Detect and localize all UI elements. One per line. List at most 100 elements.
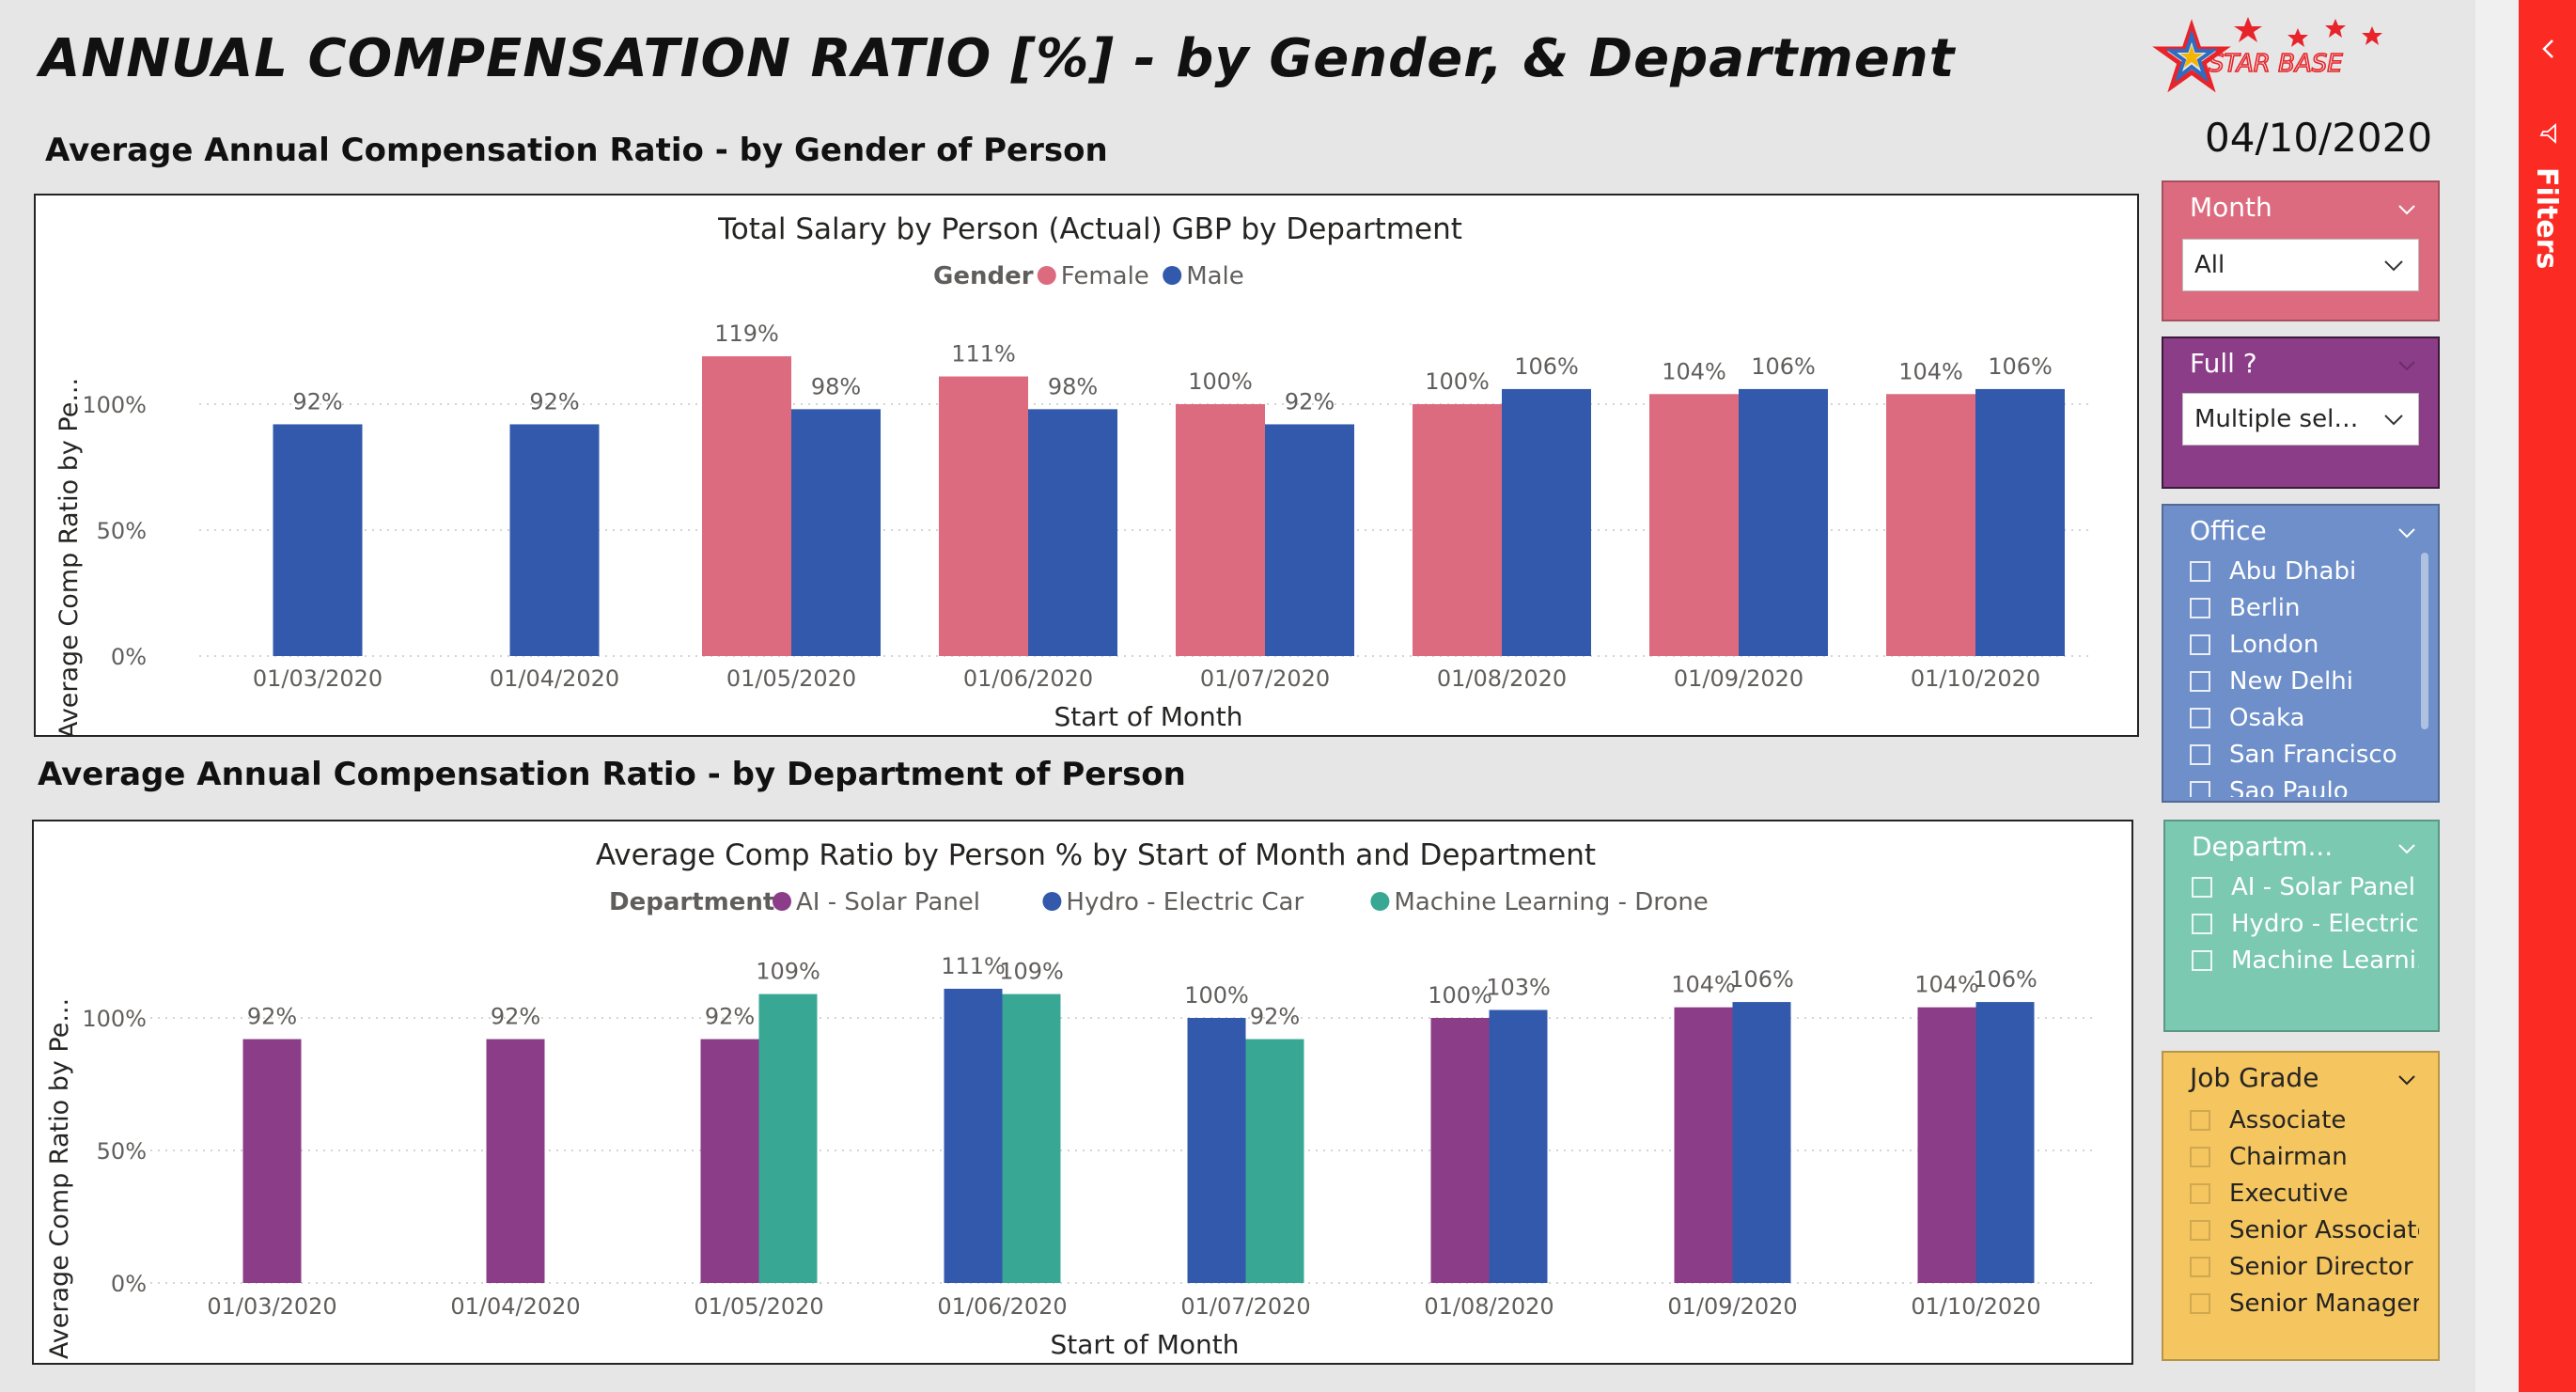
gender-chart-svg: Total Salary by Person (Actual) GBP by D…	[55, 212, 2094, 735]
chevron-down-icon[interactable]	[2396, 1070, 2417, 1090]
checkbox[interactable]	[2190, 633, 2210, 655]
checkbox[interactable]	[2190, 1182, 2210, 1204]
checkbox[interactable]	[2190, 1146, 2210, 1167]
chevron-down-icon[interactable]	[2396, 838, 2417, 859]
data-label: 109%	[756, 959, 820, 985]
department-slicer[interactable]: Departm... AI - Solar Panel Hydro - Elec…	[2163, 820, 2440, 1032]
department-chart[interactable]: Average Comp Ratio by Person % by Start …	[32, 820, 2133, 1365]
office-item[interactable]: Abu Dhabi	[2190, 553, 2419, 589]
x-tick-label: 01/06/2020	[963, 665, 1093, 692]
checkbox[interactable]	[2190, 707, 2210, 728]
data-label: 106%	[1973, 966, 2037, 993]
funnel-icon	[2539, 123, 2556, 144]
department-list[interactable]: AI - Solar Panel Hydro - Electric... Mac…	[2192, 868, 2419, 1019]
bar	[700, 1039, 759, 1283]
data-label: 100%	[1425, 368, 1490, 395]
office-item[interactable]: San Francisco	[2190, 736, 2419, 773]
legend-title: Department	[609, 888, 774, 916]
x-axis-label: Start of Month	[1051, 1329, 1240, 1360]
x-tick-label: 01/04/2020	[490, 665, 619, 692]
y-tick-label: 0%	[111, 1271, 147, 1297]
chevron-down-icon[interactable]	[2396, 523, 2417, 543]
bar	[242, 1039, 302, 1283]
office-item[interactable]: Osaka	[2190, 699, 2419, 736]
bar	[1265, 424, 1354, 656]
checkbox[interactable]	[2190, 743, 2210, 765]
data-label: 92%	[705, 1004, 755, 1030]
data-label: 92%	[292, 388, 342, 414]
checkbox[interactable]	[2190, 670, 2210, 692]
data-label: 106%	[1514, 353, 1579, 380]
full-slicer-title: Full ?	[2190, 348, 2257, 379]
job-grade-item[interactable]: Chairman	[2190, 1138, 2419, 1175]
office-item[interactable]: Berlin	[2190, 589, 2419, 626]
job-grade-item[interactable]: Senior Manager	[2190, 1285, 2419, 1322]
checkbox[interactable]	[2192, 913, 2212, 934]
data-label: 111%	[941, 953, 1006, 979]
x-tick-label: 01/04/2020	[450, 1293, 580, 1320]
office-item[interactable]: New Delhi	[2190, 663, 2419, 699]
legend-item: Hydro - Electric Car	[1066, 888, 1304, 916]
y-tick-label: 50%	[97, 1138, 147, 1165]
data-label: 104%	[1914, 972, 1979, 998]
checkbox[interactable]	[2190, 1292, 2210, 1314]
job-grade-item[interactable]: Executive	[2190, 1175, 2419, 1212]
full-dropdown[interactable]: Multiple select...	[2182, 393, 2419, 446]
filters-pane[interactable]: Filters	[2519, 0, 2576, 1392]
department-slicer-title: Departm...	[2192, 831, 2334, 862]
bar	[1975, 1002, 2035, 1283]
report-date: 04/10/2020	[2205, 115, 2433, 161]
x-tick-label: 01/10/2020	[1911, 1293, 2040, 1320]
checkbox[interactable]	[2190, 560, 2210, 582]
bar	[1886, 394, 1975, 656]
chevron-left-icon[interactable]	[2537, 38, 2560, 60]
legend-item: Machine Learning - Drone	[1394, 888, 1708, 916]
checkbox[interactable]	[2190, 780, 2210, 797]
legend-marker	[1163, 266, 1182, 285]
month-slicer[interactable]: Month All	[2162, 180, 2440, 321]
x-tick-label: 01/10/2020	[1911, 665, 2040, 692]
legend-marker	[1370, 892, 1390, 911]
office-slicer[interactable]: Office Abu Dhabi Berlin London New Delhi…	[2162, 504, 2440, 803]
x-tick-label: 01/05/2020	[694, 1293, 823, 1320]
checkbox[interactable]	[2190, 1256, 2210, 1277]
data-label: 106%	[1988, 353, 2053, 380]
department-item[interactable]: AI - Solar Panel	[2192, 868, 2419, 905]
office-list[interactable]: Abu Dhabi Berlin London New Delhi Osaka …	[2190, 553, 2419, 797]
office-item[interactable]: Sao Paulo	[2190, 773, 2419, 797]
chevron-down-icon[interactable]	[2396, 199, 2417, 220]
job-grade-item[interactable]: Associate	[2190, 1102, 2419, 1138]
department-item[interactable]: Hydro - Electric...	[2192, 905, 2419, 942]
bar	[1975, 388, 2065, 656]
data-label: 106%	[1751, 353, 1816, 380]
month-dropdown[interactable]: All	[2182, 239, 2419, 291]
job-grade-item[interactable]: Senior Associate	[2190, 1212, 2419, 1248]
job-grade-slicer[interactable]: Job Grade Associate Chairman Executive S…	[2162, 1051, 2440, 1361]
x-tick-label: 01/07/2020	[1180, 1293, 1310, 1320]
full-dropdown-value: Multiple select...	[2194, 405, 2373, 433]
bar	[273, 424, 363, 656]
month-dropdown-value: All	[2194, 251, 2225, 279]
data-label: 92%	[1250, 1004, 1300, 1030]
bar	[1176, 404, 1265, 656]
checkbox[interactable]	[2190, 1219, 2210, 1241]
x-tick-label: 01/05/2020	[726, 665, 856, 692]
gender-chart[interactable]: Total Salary by Person (Actual) GBP by D…	[34, 194, 2139, 737]
checkbox[interactable]	[2190, 1109, 2210, 1131]
y-tick-label: 50%	[97, 518, 147, 544]
data-label: 98%	[1048, 373, 1098, 399]
full-slicer[interactable]: Full ? Multiple select...	[2162, 336, 2440, 489]
checkbox[interactable]	[2190, 597, 2210, 618]
chevron-down-icon[interactable]	[2396, 355, 2417, 376]
office-scrollbar[interactable]	[2421, 553, 2428, 729]
department-item[interactable]: Machine Learni...	[2192, 942, 2419, 978]
chevron-down-icon	[2384, 260, 2403, 272]
checkbox[interactable]	[2192, 949, 2212, 971]
department-section-title: Average Annual Compensation Ratio - by D…	[38, 756, 1186, 793]
job-grade-item[interactable]: Senior Director	[2190, 1248, 2419, 1285]
data-label: 104%	[1662, 358, 1726, 384]
bar	[1917, 1007, 1976, 1283]
checkbox[interactable]	[2192, 876, 2212, 898]
job-grade-list[interactable]: Associate Chairman Executive Senior Asso…	[2190, 1102, 2419, 1355]
office-item[interactable]: London	[2190, 626, 2419, 663]
